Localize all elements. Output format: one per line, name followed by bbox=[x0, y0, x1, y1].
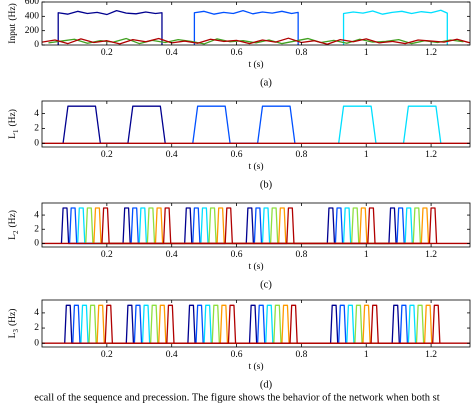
plot-area bbox=[42, 9, 470, 45]
y-tick-label: 2 bbox=[34, 323, 39, 333]
data-line bbox=[342, 9, 448, 45]
x-axis-label: t (s) bbox=[248, 59, 263, 70]
y-axis-label: Input (Hz) bbox=[7, 3, 18, 43]
x-tick-label: 0.2 bbox=[101, 350, 113, 360]
data-line bbox=[68, 207, 405, 245]
data-line bbox=[192, 105, 296, 144]
plot-frame bbox=[41, 202, 471, 248]
y-axis-label-sub: 1 bbox=[12, 129, 20, 133]
x-tick-label: 1 bbox=[364, 150, 369, 160]
data-line bbox=[338, 105, 442, 144]
x-tick-label: 1 bbox=[364, 250, 369, 260]
y-axis-label-sub: 2 bbox=[12, 230, 20, 234]
data-line bbox=[64, 304, 400, 344]
x-tick-label: 0.8 bbox=[295, 150, 307, 160]
data-line bbox=[77, 207, 413, 245]
data-line bbox=[42, 37, 470, 45]
y-axis-label-main: L bbox=[8, 234, 18, 240]
data-line bbox=[72, 304, 409, 344]
y-axis-label-unit: (Hz) bbox=[7, 210, 18, 227]
x-tick-label: 1.2 bbox=[425, 350, 437, 360]
x-tick-label: 0.8 bbox=[295, 250, 307, 260]
x-tick-label: 0.2 bbox=[101, 250, 113, 260]
plot-frame bbox=[41, 1, 471, 46]
x-tick-label: 0.6 bbox=[231, 250, 243, 260]
data-line bbox=[57, 9, 163, 45]
y-tick-label: 0 bbox=[34, 239, 39, 249]
plot-area bbox=[42, 304, 470, 344]
x-tick-label: 0.4 bbox=[166, 150, 178, 160]
y-axis-label-unit: (Hz) bbox=[7, 309, 18, 326]
y-tick-label: 4 bbox=[34, 109, 39, 119]
x-tick-label: 0.6 bbox=[231, 48, 243, 58]
x-tick-label: 0.4 bbox=[166, 350, 178, 360]
y-axis-label: L1 (Hz) bbox=[7, 109, 19, 139]
x-axis-label: t (s) bbox=[248, 261, 263, 272]
y-axis-label-main: L bbox=[8, 133, 18, 139]
y-tick-label: 0 bbox=[34, 40, 39, 50]
data-line bbox=[193, 9, 299, 45]
x-tick-label: 0.4 bbox=[166, 250, 178, 260]
x-tick-label: 0.2 bbox=[101, 48, 113, 58]
y-axis-label-unit: (Hz) bbox=[7, 3, 18, 20]
y-tick-label: 0 bbox=[34, 138, 39, 148]
subfigure-caption: (c) bbox=[260, 279, 272, 290]
y-axis-label: L3 (Hz) bbox=[7, 309, 19, 339]
y-tick-label: 0 bbox=[34, 338, 39, 348]
data-line bbox=[80, 304, 417, 344]
y-tick-label: 200 bbox=[25, 26, 40, 36]
y-tick-label: 4 bbox=[34, 308, 39, 318]
y-axis-label-main: L bbox=[8, 332, 18, 338]
data-line bbox=[60, 207, 397, 245]
subfigure-caption: (b) bbox=[260, 179, 273, 190]
y-tick-label: 600 bbox=[25, 0, 40, 7]
plot-frame bbox=[41, 100, 471, 148]
x-axis-label: t (s) bbox=[248, 361, 263, 372]
data-line bbox=[62, 105, 166, 144]
x-tick-label: 0.2 bbox=[101, 150, 113, 160]
x-tick-label: 1.2 bbox=[425, 250, 437, 260]
figure-caption: ecall of the sequence and precession. Th… bbox=[34, 392, 439, 403]
subfigure-caption: (d) bbox=[260, 379, 273, 390]
x-tick-label: 1.2 bbox=[425, 48, 437, 58]
x-tick-label: 0.8 bbox=[295, 350, 307, 360]
y-axis-label: L2 (Hz) bbox=[7, 210, 19, 240]
plot-area bbox=[42, 207, 470, 245]
x-tick-label: 0.6 bbox=[231, 350, 243, 360]
x-tick-label: 0.8 bbox=[295, 48, 307, 58]
x-tick-label: 1.2 bbox=[425, 150, 437, 160]
y-axis-label-unit: (Hz) bbox=[7, 109, 18, 126]
y-axis-label-sub: 3 bbox=[12, 329, 20, 333]
y-tick-label: 2 bbox=[34, 224, 39, 234]
plot-frame bbox=[41, 299, 471, 348]
subfigure-caption: (a) bbox=[260, 77, 272, 88]
x-tick-label: 0.6 bbox=[231, 150, 243, 160]
y-axis-label-main: Input bbox=[8, 23, 18, 43]
y-tick-label: 4 bbox=[34, 210, 39, 220]
x-tick-label: 0.4 bbox=[166, 48, 178, 58]
x-axis-label: t (s) bbox=[248, 161, 263, 172]
x-tick-label: 1 bbox=[364, 48, 369, 58]
y-tick-label: 2 bbox=[34, 124, 39, 134]
x-tick-label: 1 bbox=[364, 350, 369, 360]
plot-area bbox=[42, 105, 470, 144]
data-line bbox=[48, 37, 464, 45]
y-tick-label: 400 bbox=[25, 12, 40, 22]
